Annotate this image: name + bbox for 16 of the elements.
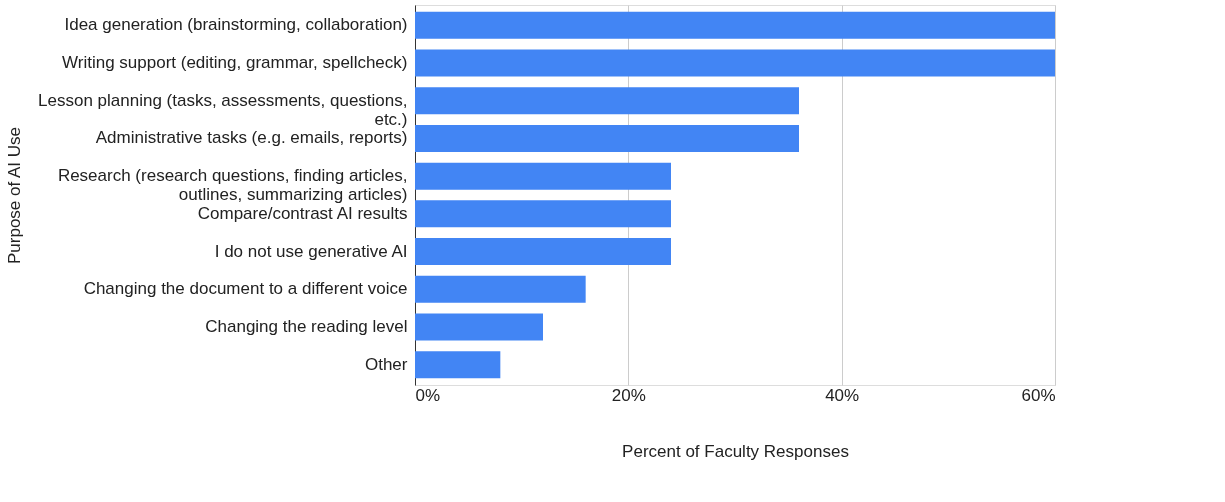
y-tick-label: I do not use generative AI xyxy=(214,241,408,261)
x-tick-label: 60% xyxy=(1021,385,1056,405)
x-tick-label: 0% xyxy=(415,385,441,405)
y-tick-label: Administrative tasks (e.g. emails, reports) xyxy=(95,128,408,148)
y-tick-label: Lesson planning (tasks, assessments, questions, etc.) xyxy=(38,90,408,129)
y-tick-label: Compare/contrast AI results xyxy=(197,203,408,223)
y-axis-title: Purpose of AI Use xyxy=(4,126,24,265)
x-tick-label: 40% xyxy=(825,385,860,405)
y-tick-label: Research (research questions, finding articles, outlines, summarizing articles) xyxy=(57,166,408,205)
y-tick-label: Changing the reading level xyxy=(205,317,408,337)
y-tick-label: Other xyxy=(364,354,408,374)
y-tick-label: Writing support (editing, grammar, spellcheck) xyxy=(62,52,408,72)
x-axis-title: Percent of Faculty Responses xyxy=(622,441,849,461)
y-tick-label: Idea generation (brainstorming, collaboration) xyxy=(64,15,408,35)
x-tick-label: 20% xyxy=(611,385,646,405)
y-tick-label: Changing the document to a different voice xyxy=(83,279,408,299)
